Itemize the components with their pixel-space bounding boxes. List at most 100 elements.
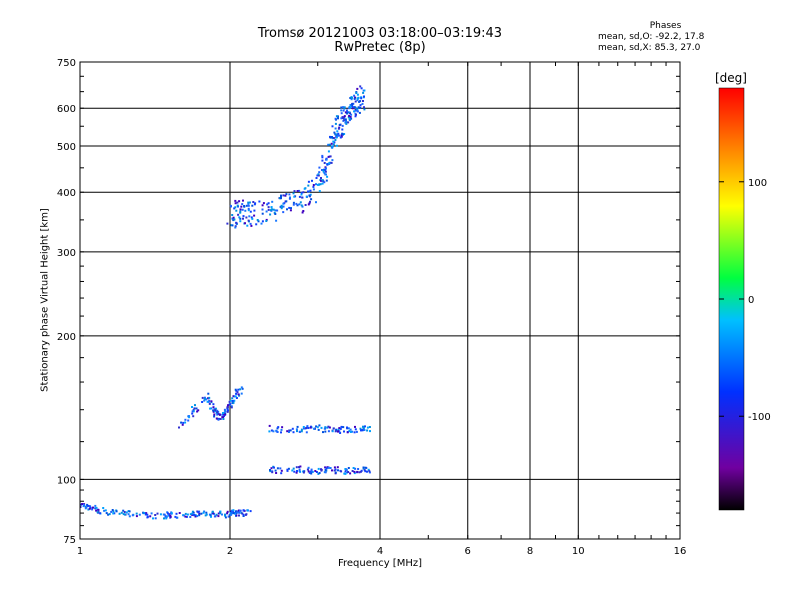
data-point <box>96 511 99 514</box>
data-point <box>368 426 371 428</box>
data-point <box>314 470 317 472</box>
data-point <box>249 210 252 213</box>
y-tick-label: 75 <box>63 535 76 546</box>
data-point <box>346 426 348 429</box>
data-point <box>270 206 273 209</box>
data-point <box>194 514 197 517</box>
data-point <box>154 514 157 516</box>
data-point <box>111 509 114 511</box>
data-point <box>146 516 149 519</box>
data-point <box>323 471 326 474</box>
data-point <box>312 185 315 188</box>
data-point <box>353 97 356 100</box>
data-point <box>349 431 352 433</box>
data-point <box>217 515 220 518</box>
data-point <box>285 193 288 196</box>
data-point <box>170 512 173 515</box>
data-point <box>214 409 217 412</box>
data-point <box>362 467 365 470</box>
data-point <box>192 410 195 413</box>
data-point <box>227 409 229 412</box>
data-point <box>162 513 165 516</box>
data-point <box>275 472 278 474</box>
data-point <box>331 159 334 162</box>
data-point <box>203 399 206 402</box>
data-point <box>226 222 229 225</box>
data-point <box>230 406 233 409</box>
data-point <box>307 203 310 206</box>
data-point <box>236 201 239 204</box>
data-point <box>234 510 237 513</box>
data-point <box>238 216 241 219</box>
data-point <box>364 425 366 428</box>
data-point <box>306 425 309 428</box>
data-point <box>328 162 331 165</box>
data-point <box>298 466 300 469</box>
data-point <box>239 509 241 512</box>
data-point <box>231 400 234 402</box>
data-point <box>94 504 97 507</box>
data-point <box>298 189 301 192</box>
data-point <box>247 219 250 222</box>
data-point <box>325 179 328 182</box>
data-point <box>303 427 306 430</box>
data-point <box>368 471 371 474</box>
data-point <box>340 470 343 473</box>
data-point <box>87 508 90 511</box>
data-point <box>356 87 359 90</box>
data-point <box>342 426 345 429</box>
data-point <box>349 106 352 109</box>
data-point <box>165 515 168 518</box>
data-point <box>154 517 157 520</box>
data-point <box>366 470 368 473</box>
data-point <box>296 470 298 472</box>
data-point <box>343 133 346 135</box>
data-point <box>342 117 345 119</box>
data-point <box>311 470 314 473</box>
data-point <box>82 505 85 508</box>
data-point <box>363 95 365 98</box>
title-line-2: RwPretec (8p) <box>334 40 426 55</box>
colorbar-tick-label: 0 <box>748 295 754 306</box>
data-point <box>295 202 298 205</box>
data-point <box>288 206 291 209</box>
data-point <box>331 145 334 148</box>
data-point <box>231 217 234 220</box>
data-point <box>302 471 305 474</box>
data-point <box>229 403 232 406</box>
data-point <box>348 430 351 432</box>
data-point <box>230 513 233 516</box>
data-point <box>320 469 323 472</box>
data-point <box>327 155 330 158</box>
data-point <box>282 202 285 205</box>
data-point <box>324 170 327 173</box>
data-point <box>212 410 215 413</box>
data-point <box>338 124 341 126</box>
data-point <box>83 503 85 506</box>
data-point <box>324 430 327 433</box>
data-point <box>357 468 360 470</box>
phases-x-stats: mean, sd,X: 85.3, 27.0 <box>598 43 701 53</box>
data-point <box>335 428 338 431</box>
data-point <box>288 193 291 196</box>
data-point <box>193 514 196 516</box>
phases-title: Phases <box>649 21 682 31</box>
data-point <box>207 392 210 395</box>
data-point <box>308 202 311 205</box>
data-point <box>342 109 345 112</box>
data-point <box>275 219 278 222</box>
data-point <box>358 471 361 474</box>
data-point <box>352 467 355 469</box>
data-point <box>163 517 165 520</box>
data-point <box>330 161 333 164</box>
data-point <box>213 515 216 518</box>
data-point <box>287 467 290 470</box>
data-point <box>178 512 181 514</box>
data-point <box>309 426 312 429</box>
data-point <box>337 428 340 431</box>
data-point <box>271 208 274 211</box>
x-tick-label: 1 <box>77 546 83 557</box>
data-point <box>305 431 308 434</box>
data-point <box>279 205 282 208</box>
data-point <box>216 411 219 414</box>
